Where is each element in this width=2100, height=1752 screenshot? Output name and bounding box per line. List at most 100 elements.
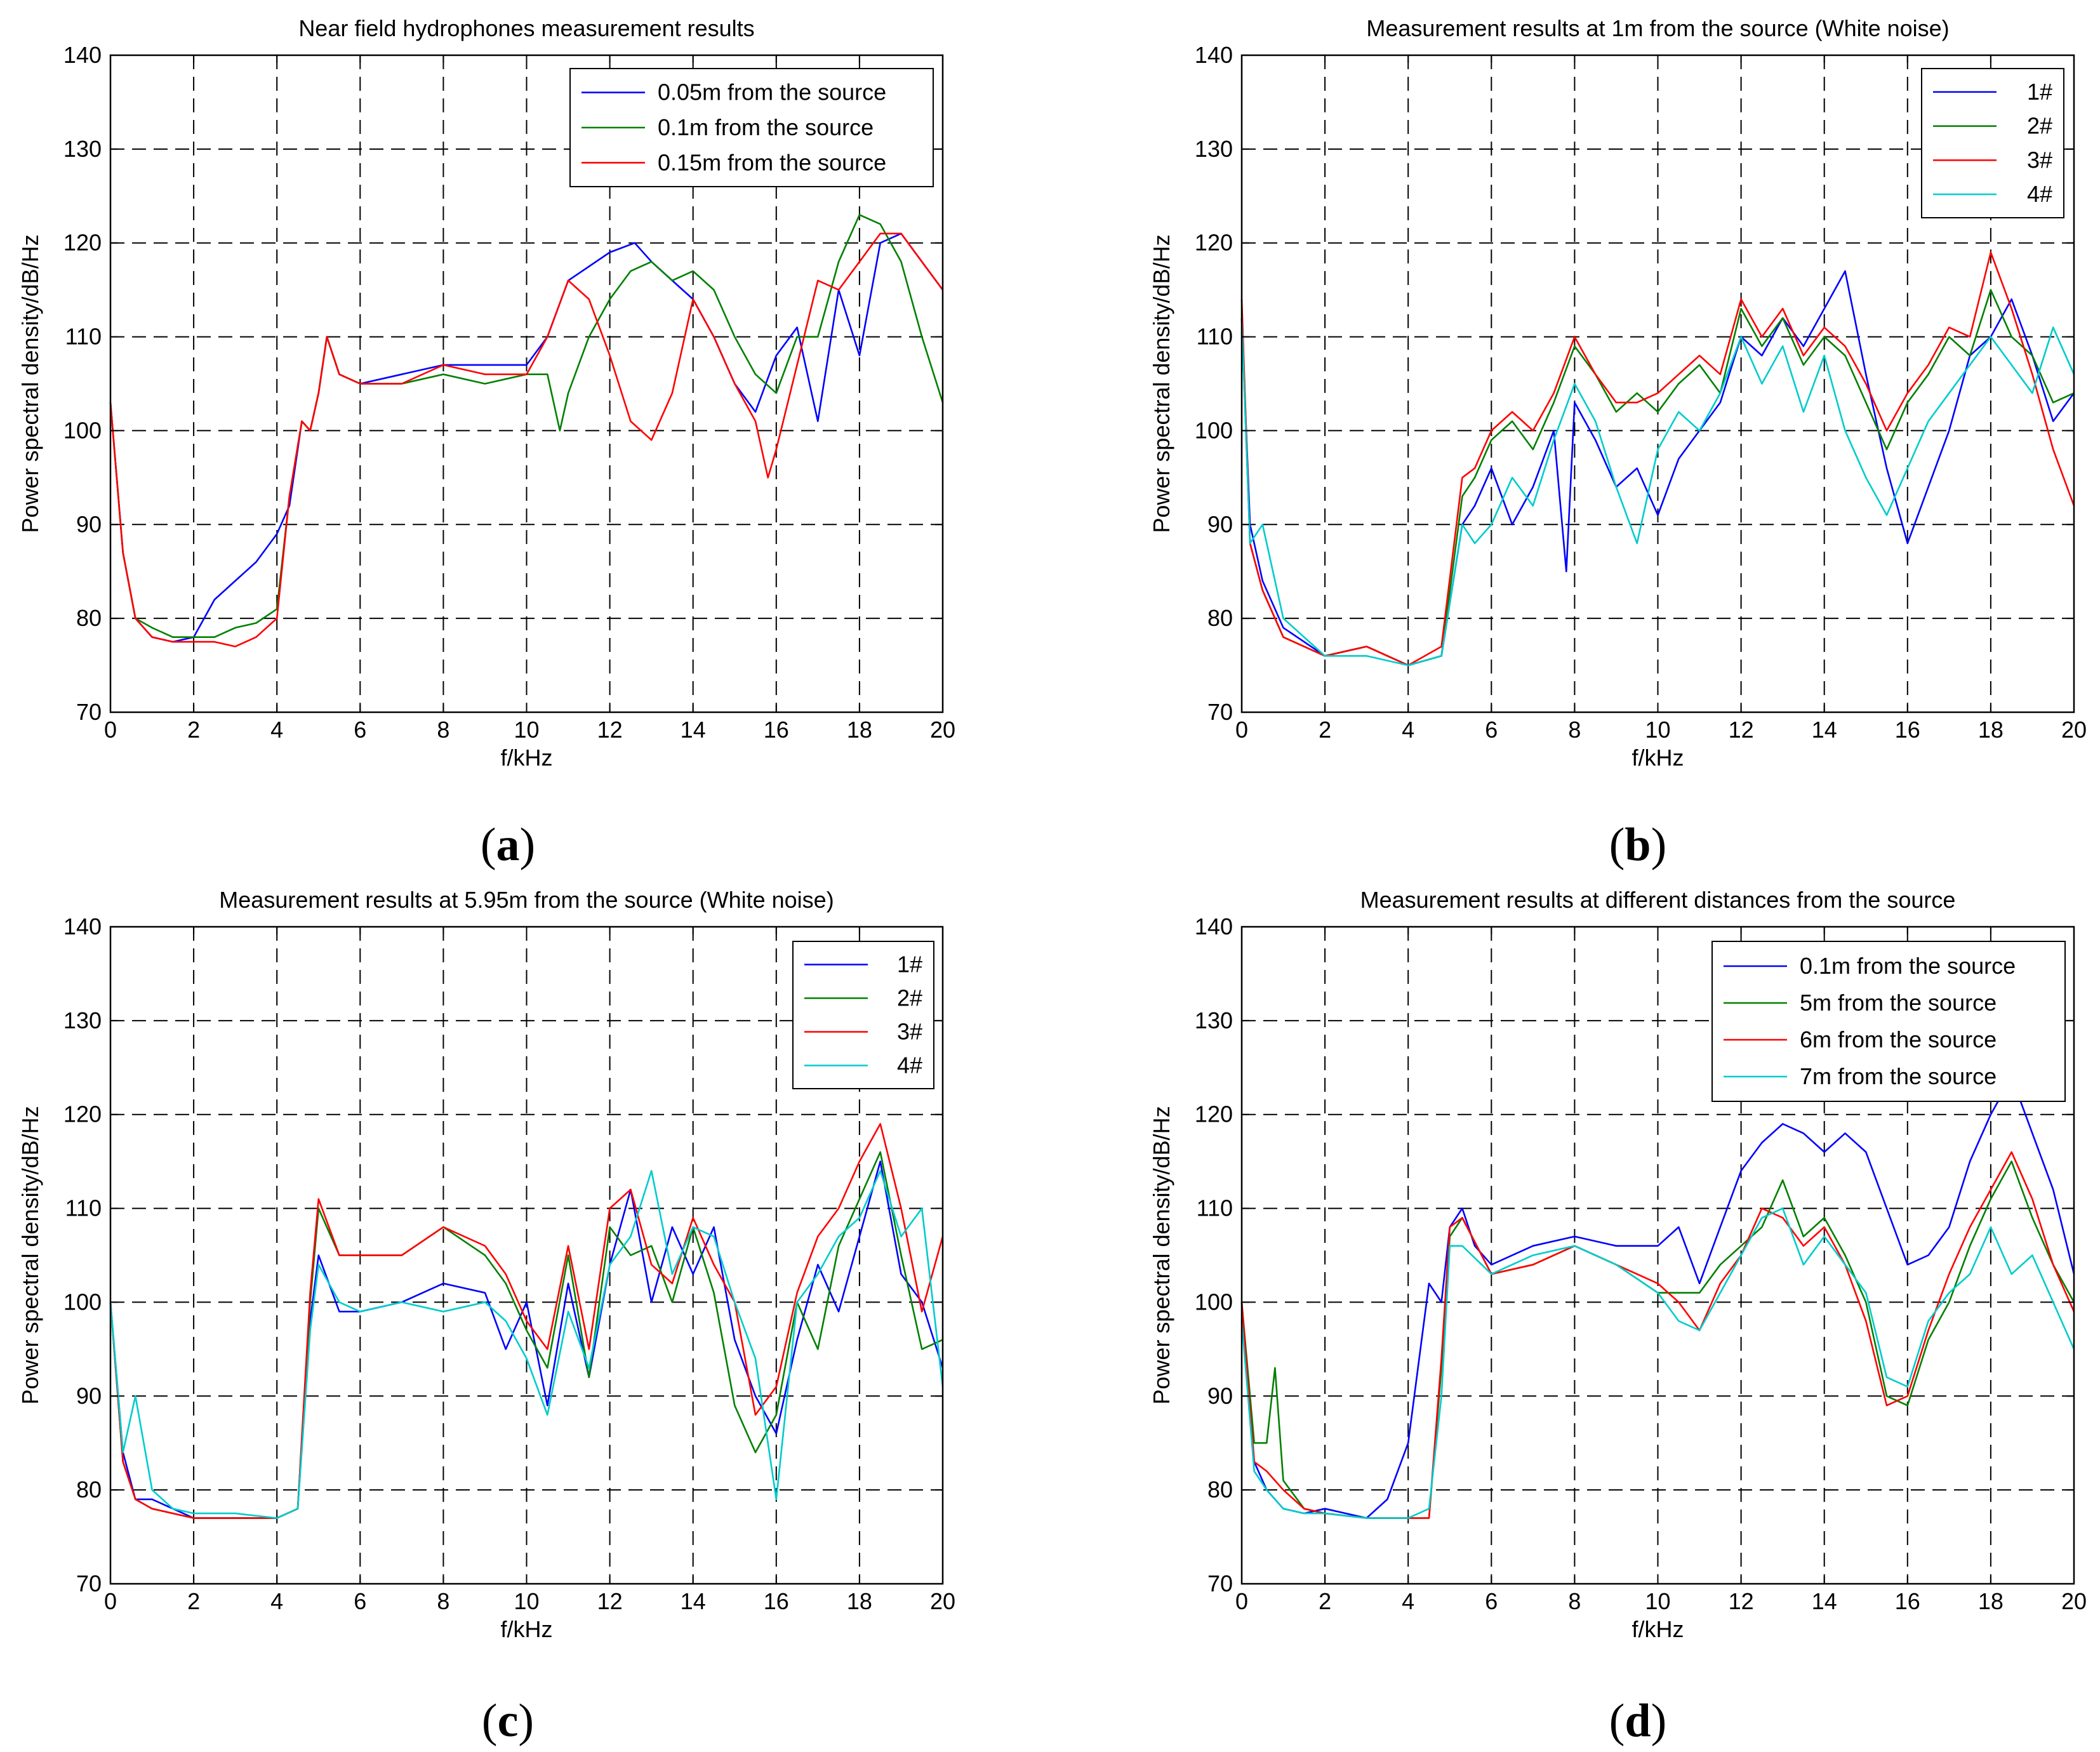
x-tick-label: 10 — [514, 1588, 539, 1614]
legend-label-2: 5m from the source — [1800, 990, 1997, 1016]
x-tick-label: 18 — [1978, 717, 2004, 743]
y-tick-label: 90 — [76, 1383, 102, 1409]
y-tick-label: 70 — [1207, 1570, 1233, 1596]
x-tick-label: 20 — [2061, 717, 2087, 743]
x-tick-label: 2 — [187, 1588, 200, 1614]
y-axis-label: Power spectral density/dB/Hz — [1148, 1106, 1174, 1404]
series-line-3 — [109, 1123, 944, 1519]
legend-label-1: 1# — [897, 952, 922, 978]
x-tick-label: 14 — [1812, 1588, 1837, 1614]
x-tick-label: 4 — [270, 1588, 283, 1614]
x-tick-label: 16 — [1895, 717, 1920, 743]
x-tick-label: 0 — [1235, 717, 1248, 743]
x-tick-label: 12 — [597, 717, 623, 743]
y-axis-label: Power spectral density/dB/Hz — [17, 1106, 43, 1404]
x-tick-label: 14 — [1812, 717, 1837, 743]
x-tick-label: 6 — [1485, 717, 1498, 743]
legend-label-1: 0.1m from the source — [1800, 953, 2016, 979]
y-tick-label: 80 — [1207, 605, 1233, 631]
legend: 0.05m from the source 0.1m from the sourc… — [569, 68, 934, 187]
x-tick-label: 18 — [847, 717, 872, 743]
y-tick-label: 130 — [63, 136, 102, 162]
x-tick-label: 10 — [1645, 1588, 1670, 1614]
x-tick-label: 16 — [1895, 1588, 1920, 1614]
y-tick-label: 140 — [63, 42, 102, 68]
legend: 1# 2# 3# 4# — [1921, 68, 2064, 218]
y-tick-label: 70 — [76, 1570, 102, 1596]
chart-title: Measurement results at 1m from the sourc… — [1366, 15, 1949, 41]
x-tick-label: 2 — [1319, 717, 1331, 743]
y-axis-label: Power spectral density/dB/Hz — [1148, 234, 1174, 533]
x-tick-label: 0 — [104, 1588, 117, 1614]
x-tick-label: 16 — [764, 717, 789, 743]
y-tick-label: 140 — [1195, 42, 1233, 68]
legend-label-4: 4# — [897, 1052, 922, 1078]
legend-box — [1711, 941, 2066, 1102]
series-line-4 — [1240, 317, 2075, 667]
x-tick-label: 6 — [354, 1588, 366, 1614]
y-tick-label: 80 — [1207, 1477, 1233, 1503]
x-tick-label: 8 — [1568, 717, 1581, 743]
x-tick-label: 6 — [354, 717, 366, 743]
x-tick-label: 8 — [1568, 1588, 1581, 1614]
legend-label-1: 1# — [2027, 79, 2052, 105]
x-tick-label: 16 — [764, 1588, 789, 1614]
panel-d: 0 2 4 6 8 10 12 14 16 18 20 70 80 90 100 110 120 130 140 Me… — [1148, 887, 2087, 1747]
y-tick-label: 130 — [1195, 1007, 1233, 1033]
x-tick-label: 12 — [1729, 717, 1754, 743]
y-tick-label: 100 — [1195, 1289, 1233, 1315]
x-tick-label: 14 — [681, 1588, 706, 1614]
legend-label-3: 3# — [897, 1019, 922, 1045]
x-tick-label: 4 — [270, 717, 283, 743]
x-axis-label: f/kHz — [1631, 1616, 1684, 1642]
y-tick-label: 120 — [1195, 230, 1233, 256]
y-tick-label: 100 — [63, 1289, 102, 1315]
legend-label-4: 4# — [2027, 181, 2052, 207]
legend-label-2: 2# — [2027, 113, 2052, 139]
x-tick-label: 0 — [104, 717, 117, 743]
y-axis-label: Power spectral density/dB/Hz — [17, 234, 43, 533]
panel-a: 0 2 4 6 8 10 12 14 16 18 20 70 80 90 100 110 120 130 140 Ne… — [17, 15, 955, 871]
x-tick-label: 18 — [1978, 1588, 2004, 1614]
y-tick-label: 110 — [1197, 1195, 1233, 1221]
x-tick-label: 2 — [187, 717, 200, 743]
x-axis-label: f/kHz — [1631, 745, 1684, 771]
legend-label-3: 6m from the source — [1800, 1026, 1997, 1052]
y-tick-label: 90 — [76, 511, 102, 537]
legend-label-2: 0.1m from the source — [658, 114, 874, 140]
legend-label-2: 2# — [897, 985, 922, 1011]
legend-box — [1921, 68, 2064, 218]
y-tick-label: 140 — [1195, 913, 1233, 939]
x-tick-label: 4 — [1402, 717, 1414, 743]
x-tick-label: 8 — [437, 717, 449, 743]
panel-b: 0 2 4 6 8 10 12 14 16 18 20 70 80 90 100 110 120 130 140 Me… — [1148, 15, 2087, 871]
y-tick-label: 80 — [76, 1477, 102, 1503]
legend-label-4: 7m from the source — [1800, 1063, 1997, 1089]
y-tick-label: 130 — [1195, 136, 1233, 162]
y-tick-label: 110 — [65, 324, 102, 350]
panel-caption: (c) — [482, 1695, 534, 1747]
x-tick-label: 18 — [847, 1588, 872, 1614]
chart-title: Measurement results at different distanc… — [1360, 887, 1956, 913]
x-tick-label: 12 — [1729, 1588, 1754, 1614]
series-line-3 — [109, 232, 944, 647]
series-line-4 — [1240, 1207, 2075, 1519]
series-line-4 — [109, 1170, 944, 1519]
panel-caption: (a) — [481, 819, 535, 871]
legend-box — [792, 941, 934, 1089]
x-tick-label: 2 — [1319, 1588, 1331, 1614]
panel-caption: (b) — [1609, 819, 1666, 871]
panel-caption: (d) — [1609, 1695, 1666, 1747]
y-tick-label: 70 — [1207, 699, 1233, 725]
y-tick-label: 90 — [1207, 511, 1233, 537]
y-tick-label: 90 — [1207, 1383, 1233, 1409]
y-tick-label: 80 — [76, 605, 102, 631]
x-tick-label: 8 — [437, 1588, 449, 1614]
legend: 0.1m from the source 5m from the source 6m… — [1711, 941, 2066, 1102]
y-tick-label: 120 — [63, 230, 102, 256]
x-axis-label: f/kHz — [500, 745, 552, 771]
series-line-1 — [1240, 1076, 2075, 1519]
chart-title: Measurement results at 5.95m from the so… — [219, 887, 834, 913]
x-tick-label: 4 — [1402, 1588, 1414, 1614]
